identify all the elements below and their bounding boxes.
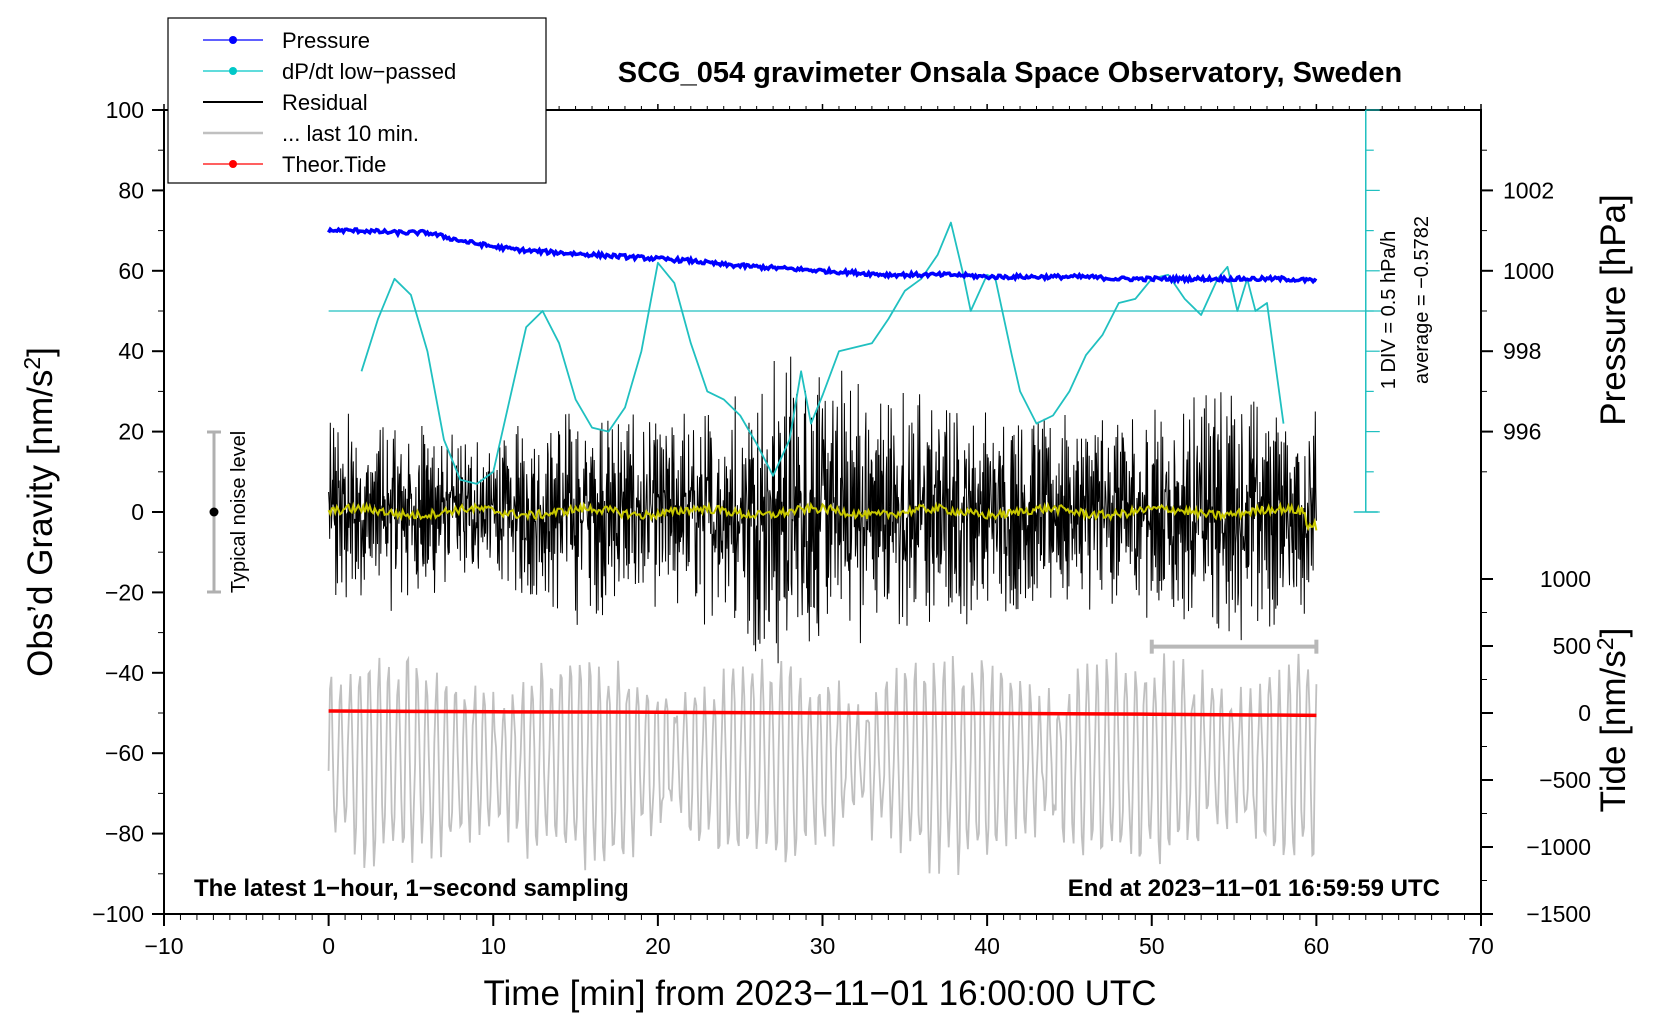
legend-label-tide: Theor.Tide — [282, 152, 386, 177]
residual-series — [328, 356, 1317, 664]
legend-marker-dpdt — [229, 67, 237, 75]
x-axis-label: Time [min] from 2023−11−01 16:00:00 UTC — [483, 974, 1156, 1013]
chart-title: SCG_054 gravimeter Onsala Space Observat… — [618, 57, 1402, 89]
tide-axis-label-end: ] — [1594, 628, 1633, 638]
y-tick-label: −80 — [105, 821, 144, 847]
x-tick-label: −10 — [144, 933, 183, 959]
x-tick-label: 60 — [1304, 933, 1330, 959]
pressure-axis-label: Pressure [hPa] — [1594, 194, 1633, 426]
legend-label-pressure: Pressure — [282, 28, 370, 53]
x-tick-label: 70 — [1468, 933, 1494, 959]
y-axis-left-label-main: Obs’d Gravity [nm/s — [21, 370, 60, 677]
legend-label-residual: Residual — [282, 90, 368, 115]
residual-smooth-line — [327, 501, 1318, 532]
tide-tick-label: −1000 — [1526, 834, 1591, 860]
tide-axis-label: Tide [nm/s2] — [1592, 628, 1633, 813]
legend-marker-tide — [229, 160, 237, 168]
noise-level-label: Typical noise level — [228, 431, 250, 593]
noise-dot — [209, 507, 219, 517]
x-tick-label: 30 — [810, 933, 836, 959]
y-tick-label: −20 — [105, 579, 144, 605]
legend-label-last10: ... last 10 min. — [282, 121, 419, 146]
residual-smooth-series — [327, 501, 1318, 532]
tide-tick-label: 1000 — [1540, 566, 1591, 592]
legend-marker-pressure — [229, 36, 237, 44]
x-tick-label: 0 — [322, 933, 335, 959]
y-tick-label: −60 — [105, 740, 144, 766]
pressure-series — [327, 226, 1318, 285]
pressure-tick-label: 998 — [1503, 338, 1541, 364]
tide-series — [328, 709, 1317, 718]
y-tick-label: 100 — [106, 97, 144, 123]
y-axis-left-label-end: ] — [21, 347, 60, 357]
legend-label-dpdt: dP/dt low−passed — [282, 59, 456, 84]
y-tick-label: 60 — [118, 258, 144, 284]
y-axis-left-label: Obs’d Gravity [nm/s2] — [19, 347, 60, 677]
tide-line — [328, 709, 1317, 718]
y-tick-label: 0 — [131, 499, 144, 525]
last10-line — [327, 652, 1318, 876]
y-tick-label: 80 — [118, 177, 144, 203]
tide-tick-label: −500 — [1539, 767, 1591, 793]
y-tick-label: −40 — [105, 660, 144, 686]
y-tick-label: 40 — [118, 338, 144, 364]
end-time-note: End at 2023−11−01 16:59:59 UTC — [1068, 875, 1440, 902]
tide-tick-label: 500 — [1553, 633, 1591, 659]
residual-line — [328, 356, 1317, 664]
tide-tick-label: 0 — [1578, 700, 1591, 726]
tide-tick-label: −1500 — [1526, 901, 1591, 927]
axes: −10 0 10 20 30 40 50 60 70100806040200−20−40−60−… — [92, 97, 1591, 959]
x-tick-label: 50 — [1139, 933, 1165, 959]
pressure-tick-label: 1002 — [1503, 177, 1554, 203]
y-axis-left-label-sup: 2 — [19, 357, 45, 370]
tide-axis-label-sup: 2 — [1592, 637, 1618, 650]
dpdt-series — [360, 221, 1285, 485]
x-tick-label: 20 — [645, 933, 671, 959]
dpdt-scale-label: 1 DIV = 0.5 hPa/h — [1378, 231, 1400, 389]
legend-box — [167, 17, 547, 184]
x-tick-label: 10 — [480, 933, 506, 959]
dpdt-line — [360, 221, 1285, 485]
x-tick-label: 40 — [974, 933, 1000, 959]
pressure-tick-label: 996 — [1503, 419, 1541, 445]
tide-axis-label-main: Tide [nm/s — [1594, 650, 1633, 812]
legend: Pressure dP/dt low−passed Residual ... l… — [167, 17, 547, 184]
pressure-tick-label: 1000 — [1503, 258, 1554, 284]
sampling-note: The latest 1−hour, 1−second sampling — [194, 875, 629, 902]
y-tick-label: 20 — [118, 419, 144, 445]
dpdt-average-label: average = −0.5782 — [1411, 216, 1433, 384]
y-tick-label: −100 — [92, 901, 144, 927]
pressure-line — [327, 226, 1318, 285]
last10-series — [327, 652, 1318, 876]
